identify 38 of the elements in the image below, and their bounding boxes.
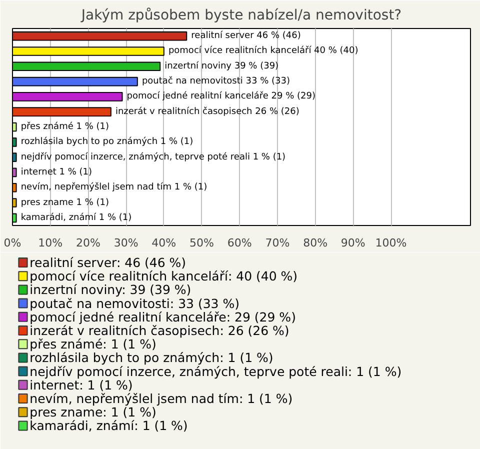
x-tick-label: 100% [375,236,407,250]
x-tick-label: 50% [190,236,214,250]
x-tick-label: 90% [340,236,366,250]
legend-label: přes známé: 1 (1 %) [30,336,156,352]
x-tick-label: 60% [227,236,252,250]
legend-label: poutač na nemovitosti: 33 (33 %) [30,296,240,311]
x-tick-label: 10% [38,236,63,250]
legend-label: inzertní noviny: 39 (39 %) [30,282,192,298]
data-label: pres zname 1 % (1) [20,198,109,208]
chart-title: Jakým způsobem byste nabízel/a nemovitost? [80,8,402,24]
legend-label: pomocí více realitních kanceláří: 40 (40 %) [30,268,298,284]
data-label: kamarádi, známí 1 % (1) [20,212,132,223]
legend-label: rozhlásila bych to po známých: 1 (1 %) [30,350,274,366]
data-label: přes známé 1 % (1) [20,121,109,132]
data-label: pomocí více realitních kanceláří 40 % (40) [168,45,358,56]
data-label: realitní server 46 % (46) [191,30,301,42]
legend-label: realitní server: 46 (46 %) [30,255,186,270]
data-label: nevím, nepřemýšlel jsem nad tím 1 % (1) [20,182,208,193]
x-tick-label: 20% [76,236,100,250]
x-tick-label: 0% [4,236,22,250]
legend-label: nejdřív pomocí inzerce, známých, teprve poté reali: 1 (1 %) [30,364,402,379]
data-label: inzerát v realitních časopisech 26 % (26) [115,106,300,117]
x-tick-label: 30% [114,236,138,250]
x-tick-label: 70% [265,236,290,250]
legend-label: nevím, nepřemýšlel jsem nad tím: 1 (1 %) [30,391,293,406]
data-label: internet 1 % (1) [20,167,92,178]
data-label: pomocí jedné realitní kanceláře 29 % (29) [126,90,316,102]
legend-label: internet: 1 (1 %) [30,377,133,392]
data-label: poutač na nemovitosti 33 % (33) [142,76,290,87]
legend-label: inzerát v realitních časopisech: 26 (26 %) [30,323,290,338]
legend-label: pres zname: 1 (1 %) [30,404,156,420]
x-tick-label: 80% [303,236,328,250]
legend-label: kamarádi, známí: 1 (1 %) [30,418,188,434]
data-label: rozhlásila bych to po známých 1 % (1) [20,136,194,148]
x-tick-label: 40% [152,236,176,250]
legend-label: pomocí jedné realitní kanceláře: 29 (29 %) [30,309,296,324]
data-label: inzertní noviny 39 % (39) [164,60,279,72]
data-label: nejdřív pomocí inzerce, známých, teprve poté reali 1 % (1) [20,151,286,162]
